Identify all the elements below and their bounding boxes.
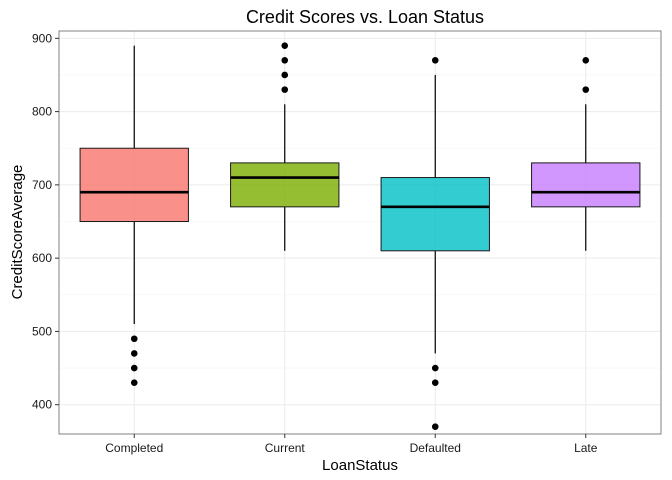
y-tick-label: 900: [32, 31, 52, 45]
grid-lines: [59, 31, 661, 434]
outlier-point: [130, 335, 138, 343]
x-tick-label: Defaulted: [410, 441, 461, 455]
outlier-point: [431, 423, 439, 430]
x-axis: Completed Current Defaulted Late: [105, 434, 598, 455]
outlier-point: [431, 364, 439, 372]
y-tick-label: 800: [32, 105, 52, 119]
outlier-point: [281, 42, 289, 49]
y-axis: 400 500 600 700 800 900: [32, 31, 59, 412]
x-tick-label: Current: [265, 441, 306, 455]
x-tick-label: Late: [574, 441, 598, 455]
outlier-point: [582, 86, 590, 93]
outlier-point: [431, 379, 439, 387]
box-late: [531, 57, 641, 251]
box-iqr: [531, 162, 641, 208]
box-iqr: [380, 177, 490, 252]
box-defaulted: [380, 57, 490, 430]
outlier-point: [281, 57, 289, 64]
box-current: [230, 42, 340, 251]
x-axis-title: LoanStatus: [322, 457, 398, 474]
plot-panel: [58, 30, 662, 435]
outlier-point: [281, 71, 289, 79]
outlier-point: [281, 86, 289, 93]
y-tick-label: 600: [32, 251, 52, 265]
y-tick-label: 700: [32, 178, 52, 192]
box-iqr: [79, 147, 189, 223]
outlier-point: [130, 364, 138, 372]
y-tick-label: 400: [32, 398, 52, 412]
y-tick-label: 500: [32, 324, 52, 338]
outlier-point: [582, 57, 590, 64]
outlier-point: [130, 350, 138, 357]
x-tick-label: Completed: [105, 441, 163, 455]
chart-title: Credit Scores vs. Loan Status: [246, 7, 484, 27]
y-axis-title: CreditScoreAverage: [9, 165, 26, 300]
box-completed: [79, 45, 189, 387]
outlier-point: [431, 57, 439, 64]
box-group: [79, 42, 641, 430]
box-iqr: [230, 162, 340, 208]
outlier-point: [130, 379, 138, 387]
